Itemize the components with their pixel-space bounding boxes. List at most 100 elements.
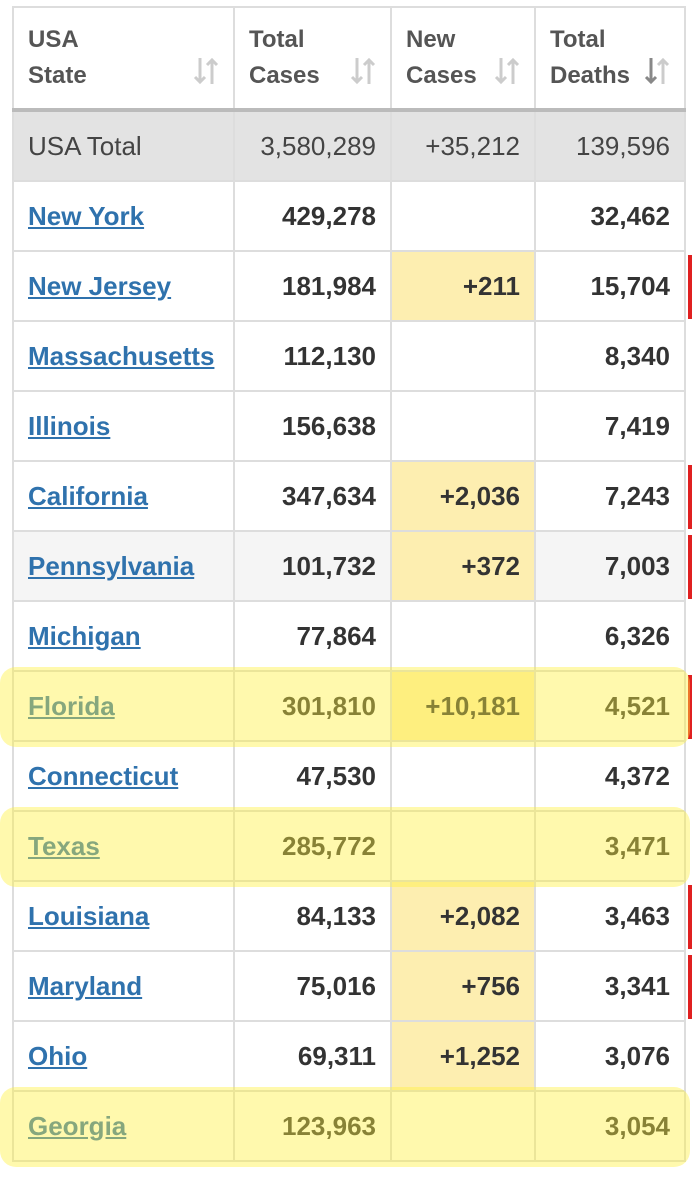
state-cell: New York [12, 180, 235, 252]
total-deaths: 8,340 [534, 320, 686, 392]
new-cases: +10,181 [390, 670, 536, 742]
total-cases: 181,984 [233, 250, 392, 322]
new-cases [390, 390, 536, 462]
state-cell: Pennsylvania [12, 530, 235, 602]
total-deaths: 3,341 [534, 950, 686, 1022]
state-row: Georgia 123,963 3,054 [12, 1090, 686, 1162]
state-link[interactable]: Florida [28, 690, 115, 721]
state-cell: New Jersey [12, 250, 235, 322]
state-link[interactable]: Illinois [28, 410, 111, 441]
column-header[interactable]: Total Cases [233, 6, 392, 112]
status-bar [688, 465, 692, 529]
header-text: Total Deaths [550, 26, 631, 89]
state-link[interactable]: Maryland [28, 970, 143, 1001]
state-row: Pennsylvania 101,732 +372 7,003 [12, 530, 686, 602]
total-cases: 101,732 [233, 530, 392, 602]
new-cases [390, 600, 536, 672]
total-cases: 69,311 [233, 1020, 392, 1092]
state-row: Ohio 69,311 +1,252 3,076 [12, 1020, 686, 1092]
sort-icon[interactable] [193, 56, 219, 86]
new-cases [390, 320, 536, 392]
column-header[interactable]: New Cases [390, 6, 536, 112]
new-cases [390, 810, 536, 882]
new-cases [390, 740, 536, 812]
state-row: New York 429,278 32,462 [12, 180, 686, 252]
state-cell: Georgia [12, 1090, 235, 1162]
new-cases: +211 [390, 250, 536, 322]
state-table: USA State Total Cases New Cases Total Death… [12, 6, 686, 1162]
total-cell: +35,212 [390, 109, 536, 182]
state-link[interactable]: New Jersey [28, 270, 172, 301]
column-header[interactable]: USA State [12, 6, 235, 112]
state-link[interactable]: Connecticut [28, 760, 179, 791]
state-link[interactable]: Massachusetts [28, 340, 215, 371]
total-deaths: 6,326 [534, 600, 686, 672]
new-cases: +2,082 [390, 880, 536, 952]
state-cell: Connecticut [12, 740, 235, 812]
total-row: USA Total 3,580,289 +35,212 139,596 [12, 109, 686, 182]
total-cell: 139,596 [534, 109, 686, 182]
total-deaths: 7,419 [534, 390, 686, 462]
state-link[interactable]: New York [28, 200, 145, 231]
header-text: New Cases [406, 26, 477, 89]
total-deaths: 15,704 [534, 250, 686, 322]
state-row: California 347,634 +2,036 7,243 [12, 460, 686, 532]
sort-icon[interactable] [494, 56, 520, 86]
header-row: USA State Total Cases New Cases Total Death… [12, 6, 686, 112]
total-deaths: 3,076 [534, 1020, 686, 1092]
state-link[interactable]: Ohio [28, 1040, 88, 1071]
state-link[interactable]: Louisiana [28, 900, 150, 931]
state-row: Texas 285,772 3,471 [12, 810, 686, 882]
total-deaths: 3,463 [534, 880, 686, 952]
total-cases: 77,864 [233, 600, 392, 672]
total-deaths: 4,372 [534, 740, 686, 812]
header-text: Total Cases [249, 26, 320, 89]
column-header[interactable]: Total Deaths [534, 6, 686, 112]
state-row: Michigan 77,864 6,326 [12, 600, 686, 672]
total-cases: 429,278 [233, 180, 392, 252]
total-cases: 156,638 [233, 390, 392, 462]
total-cell: 3,580,289 [233, 109, 392, 182]
state-row: Florida 301,810 +10,181 4,521 [12, 670, 686, 742]
state-row: Louisiana 84,133 +2,082 3,463 [12, 880, 686, 952]
total-deaths: 3,471 [534, 810, 686, 882]
state-link[interactable]: Georgia [28, 1110, 127, 1141]
total-cell: USA Total [12, 109, 235, 182]
new-cases [390, 180, 536, 252]
state-link[interactable]: Pennsylvania [28, 550, 195, 581]
state-row: Illinois 156,638 7,419 [12, 390, 686, 462]
status-bar [688, 955, 692, 1019]
total-cases: 75,016 [233, 950, 392, 1022]
state-link[interactable]: Texas [28, 830, 100, 861]
header-text: USA State [28, 26, 87, 89]
new-cases: +1,252 [390, 1020, 536, 1092]
status-bar [688, 255, 692, 319]
new-cases [390, 1090, 536, 1162]
table-body: USA Total 3,580,289 +35,212 139,596 New York… [12, 109, 686, 1162]
state-cell: Florida [12, 670, 235, 742]
state-cell: Texas [12, 810, 235, 882]
state-cell: Michigan [12, 600, 235, 672]
total-deaths: 7,243 [534, 460, 686, 532]
sort-icon[interactable] [644, 56, 670, 86]
total-cases: 112,130 [233, 320, 392, 392]
sort-icon[interactable] [350, 56, 376, 86]
status-bar [688, 885, 692, 949]
total-deaths: 4,521 [534, 670, 686, 742]
total-cases: 301,810 [233, 670, 392, 742]
state-link[interactable]: California [28, 480, 148, 511]
state-row: Connecticut 47,530 4,372 [12, 740, 686, 812]
state-row: Massachusetts 112,130 8,340 [12, 320, 686, 392]
state-row: New Jersey 181,984 +211 15,704 [12, 250, 686, 322]
status-bar [688, 675, 692, 739]
total-cases: 285,772 [233, 810, 392, 882]
state-link[interactable]: Michigan [28, 620, 141, 651]
total-cases: 123,963 [233, 1090, 392, 1162]
total-cases: 47,530 [233, 740, 392, 812]
total-deaths: 3,054 [534, 1090, 686, 1162]
total-cases: 84,133 [233, 880, 392, 952]
state-row: Maryland 75,016 +756 3,341 [12, 950, 686, 1022]
state-cell: Ohio [12, 1020, 235, 1092]
total-cases: 347,634 [233, 460, 392, 532]
